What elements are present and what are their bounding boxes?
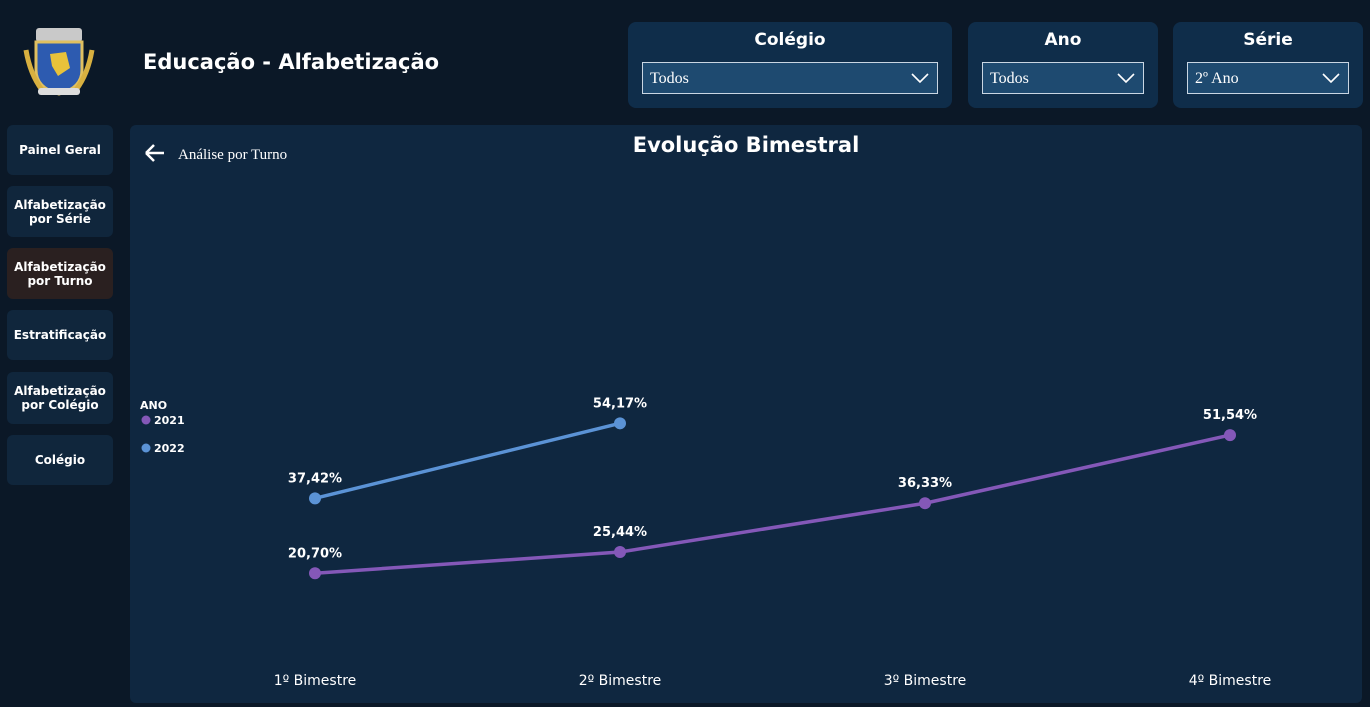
dropdown[interactable]: 2º Ano bbox=[1187, 62, 1349, 94]
legend-label: 2021 bbox=[154, 414, 185, 427]
dropdown[interactable]: Todos bbox=[982, 62, 1144, 94]
data-label: 54,17% bbox=[593, 396, 647, 411]
legend-title: ANO bbox=[140, 399, 167, 412]
chevron bbox=[1117, 73, 1135, 84]
series-line bbox=[314, 421, 621, 501]
filter-label: Ano bbox=[1044, 30, 1082, 50]
back-link[interactable]: Análise por Turno bbox=[145, 144, 287, 163]
nav-button[interactable]: Alfabetização por Turno bbox=[7, 248, 113, 299]
data-point bbox=[614, 417, 626, 430]
data-label: 51,54% bbox=[1203, 408, 1257, 423]
filter-label: Colégio bbox=[754, 30, 826, 50]
dropdown-value: 2º Ano bbox=[1195, 70, 1239, 87]
x-tick-label: 2º Bimestre bbox=[579, 673, 662, 689]
nav-button[interactable]: Painel Geral bbox=[7, 125, 113, 175]
legend-swatch bbox=[141, 443, 151, 453]
back-arrow bbox=[145, 144, 164, 162]
series-line bbox=[314, 433, 1231, 576]
filter[interactable]: Ano Todos bbox=[968, 22, 1158, 108]
chart: Análise por Turno Evolução Bimestral ANO… bbox=[140, 133, 1272, 689]
data-point bbox=[1224, 429, 1236, 442]
nav-button[interactable]: Colégio bbox=[7, 435, 113, 485]
data-label: 25,44% bbox=[593, 525, 647, 540]
chevron bbox=[911, 73, 929, 84]
data-label: 37,42% bbox=[288, 471, 342, 486]
page-title: Educação - Alfabetização bbox=[143, 50, 440, 74]
data-label: 20,70% bbox=[288, 546, 342, 561]
filter[interactable]: Série 2º Ano bbox=[1173, 22, 1363, 108]
x-tick-label: 1º Bimestre bbox=[274, 673, 357, 689]
back-label: Análise por Turno bbox=[178, 147, 287, 163]
legend-swatch bbox=[141, 415, 151, 425]
nav-button[interactable]: Alfabetização por Colégio bbox=[7, 372, 113, 424]
x-tick-label: 4º Bimestre bbox=[1189, 673, 1272, 689]
data-point bbox=[614, 546, 626, 559]
data-point bbox=[919, 497, 931, 510]
filter[interactable]: Colégio Todos bbox=[628, 22, 952, 108]
nav-button[interactable]: Estratificação bbox=[7, 310, 113, 360]
chevron bbox=[1322, 73, 1340, 84]
logo bbox=[23, 28, 95, 96]
chart-title: Evolução Bimestral bbox=[633, 133, 860, 157]
data-point bbox=[309, 492, 321, 505]
legend-label: 2022 bbox=[154, 442, 185, 455]
dropdown-value: Todos bbox=[650, 70, 689, 87]
dropdown-value: Todos bbox=[990, 70, 1029, 87]
filter-label: Série bbox=[1243, 30, 1293, 50]
chart-panel: Análise por Turno Evolução Bimestral ANO… bbox=[130, 125, 1362, 703]
x-tick-label: 3º Bimestre bbox=[884, 673, 967, 689]
data-label: 36,33% bbox=[898, 476, 952, 491]
data-point bbox=[309, 567, 321, 580]
nav-button[interactable]: Alfabetização por Série bbox=[7, 186, 113, 237]
dropdown[interactable]: Todos bbox=[642, 62, 938, 94]
